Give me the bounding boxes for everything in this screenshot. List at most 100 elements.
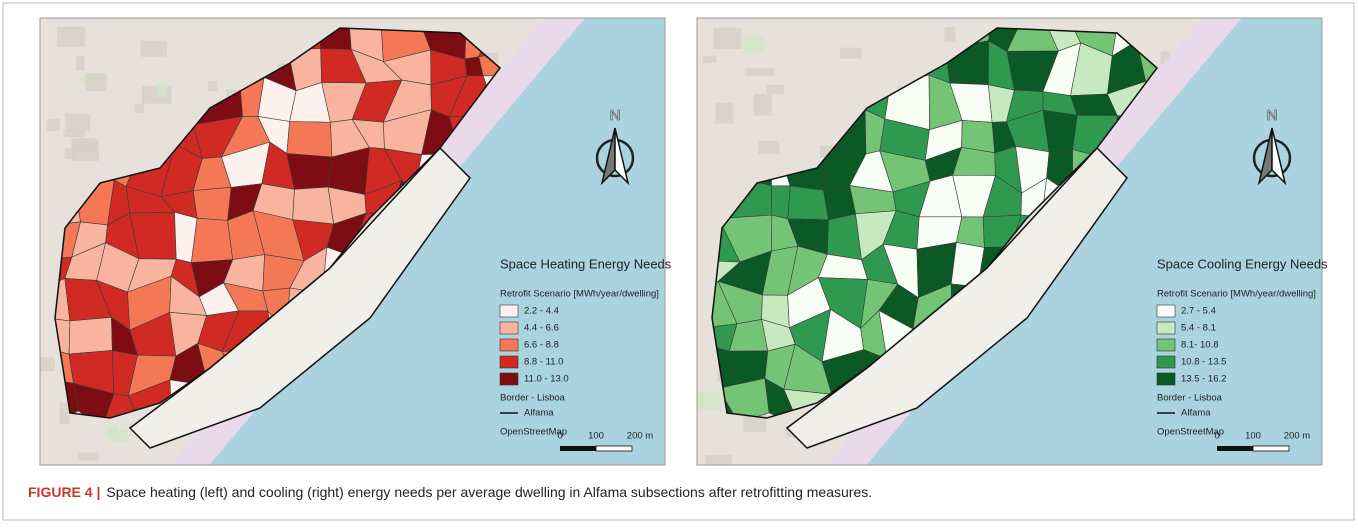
legend-line-label: Alfama (1181, 408, 1211, 419)
scale-bar-white (1252, 445, 1290, 452)
north-label: N (610, 107, 621, 124)
subsection (292, 186, 335, 225)
map-panel: N Space Cooling Energy Needs Retrofit Scen… (696, 17, 1328, 466)
basemap-block (56, 26, 86, 47)
legend-swatch (499, 372, 519, 386)
caption: FIGURE 4 | Space heating (left) and cooli… (28, 484, 872, 500)
scale-bar-black (1217, 446, 1253, 451)
basemap-block (72, 140, 99, 161)
legend-label: 10.8 - 13.5 (1181, 357, 1226, 368)
subsection (286, 153, 333, 190)
basemap-block (59, 403, 70, 425)
scale-label: 0 (1214, 431, 1219, 442)
subsection (73, 382, 115, 418)
legend-title: Space Cooling Energy Needs (1157, 256, 1328, 271)
basemap-block (944, 27, 956, 43)
basemap-block (107, 425, 119, 438)
basemap-block (85, 73, 107, 92)
basemap-block (46, 119, 60, 132)
basemap-block (64, 148, 77, 159)
legend-label: 8.1- 10.8 (1181, 340, 1219, 351)
north-arrow: N (1252, 107, 1292, 186)
legend-subtitle: Retrofit Scenario [MWh/year/dwelling] (500, 289, 659, 300)
scale-label: 100 (1245, 431, 1261, 442)
basemap-block (63, 129, 85, 138)
subsection (1042, 109, 1078, 153)
legend-swatch (499, 304, 519, 318)
scale-label: 0 (557, 431, 562, 442)
subsection (190, 217, 234, 264)
basemap-block (40, 357, 55, 372)
scale-label: 200 m (1284, 431, 1310, 442)
subsection (68, 316, 113, 355)
north-arrow-right (1271, 127, 1287, 186)
basemap-block (485, 52, 499, 64)
alfama-border (711, 27, 1159, 419)
scale-bar-white (595, 445, 633, 452)
subsection (192, 187, 232, 221)
caption-text: Space heating (left) and cooling (right)… (106, 484, 872, 500)
basemap-block (744, 68, 775, 76)
legend-swatch (1156, 372, 1176, 386)
legend-label: 2.7 - 5.4 (1181, 306, 1216, 317)
legend-label: 11.0 - 13.0 (524, 374, 569, 385)
legend-label: 2.2 - 4.4 (524, 306, 559, 317)
scale-label: 100 (588, 431, 604, 442)
map-panel: N Space Heating Energy Needs Retrofit Scen… (39, 17, 672, 466)
subsection (787, 185, 829, 221)
basemap-block (744, 36, 764, 53)
basemap-block (110, 429, 128, 442)
legend-swatch (1156, 338, 1176, 352)
basemap-block (140, 40, 168, 57)
basemap-block (715, 102, 734, 124)
scale-bar-black (560, 446, 596, 451)
basemap-block (157, 83, 168, 98)
legend-label: 6.6 - 8.8 (524, 340, 559, 351)
basemap-block (753, 94, 772, 116)
basemap-block (65, 113, 91, 132)
legend-title: Space Heating Energy Needs (500, 256, 672, 271)
legend-basemap: OpenStreetMap (1157, 427, 1224, 438)
legend-label: 4.4 - 6.6 (524, 323, 559, 334)
basemap-block (705, 455, 732, 465)
basemap-block (208, 81, 218, 92)
legend-basemap: OpenStreetMap (500, 427, 567, 438)
basemap-block (134, 103, 145, 113)
map-frame (39, 17, 666, 466)
legend-swatch (499, 338, 519, 352)
legend-label: 13.5 - 16.2 (1181, 374, 1226, 385)
subsection (286, 121, 333, 158)
basemap-block (758, 140, 780, 155)
map-content (40, 18, 665, 465)
legend-subtitle: Retrofit Scenario [MWh/year/dwelling] (1157, 289, 1316, 300)
subsection (956, 216, 985, 248)
figure-frame (2, 2, 1355, 521)
alfama-border (54, 27, 502, 419)
basemap-block (713, 27, 742, 49)
north-label: N (1267, 107, 1278, 124)
basemap-block (77, 452, 100, 461)
basemap-block (1160, 51, 1171, 65)
legend-swatch (1156, 304, 1176, 318)
legend-swatch (1156, 321, 1176, 335)
legend-label: 8.8 - 11.0 (524, 357, 563, 368)
basemap-block (76, 56, 85, 71)
basemap-block (743, 414, 767, 432)
basemap-block (697, 392, 722, 410)
basemap-block (407, 464, 424, 465)
basemap-block (840, 47, 862, 59)
legend-border: Border - Lisboa (1157, 393, 1223, 404)
legend-line-label: Alfama (524, 408, 554, 419)
scale-label: 200 m (627, 431, 653, 442)
basemap-block (702, 55, 717, 64)
north-arrow-right (614, 127, 630, 186)
subsection (771, 185, 791, 220)
map-frame (696, 17, 1323, 466)
basemap-block (766, 84, 785, 94)
legend-label: 5.4 - 8.1 (1181, 323, 1216, 334)
caption-label: FIGURE 4 | (28, 484, 100, 500)
legend-swatch (1156, 355, 1176, 369)
map-content (697, 18, 1322, 465)
legend-swatch (499, 355, 519, 369)
